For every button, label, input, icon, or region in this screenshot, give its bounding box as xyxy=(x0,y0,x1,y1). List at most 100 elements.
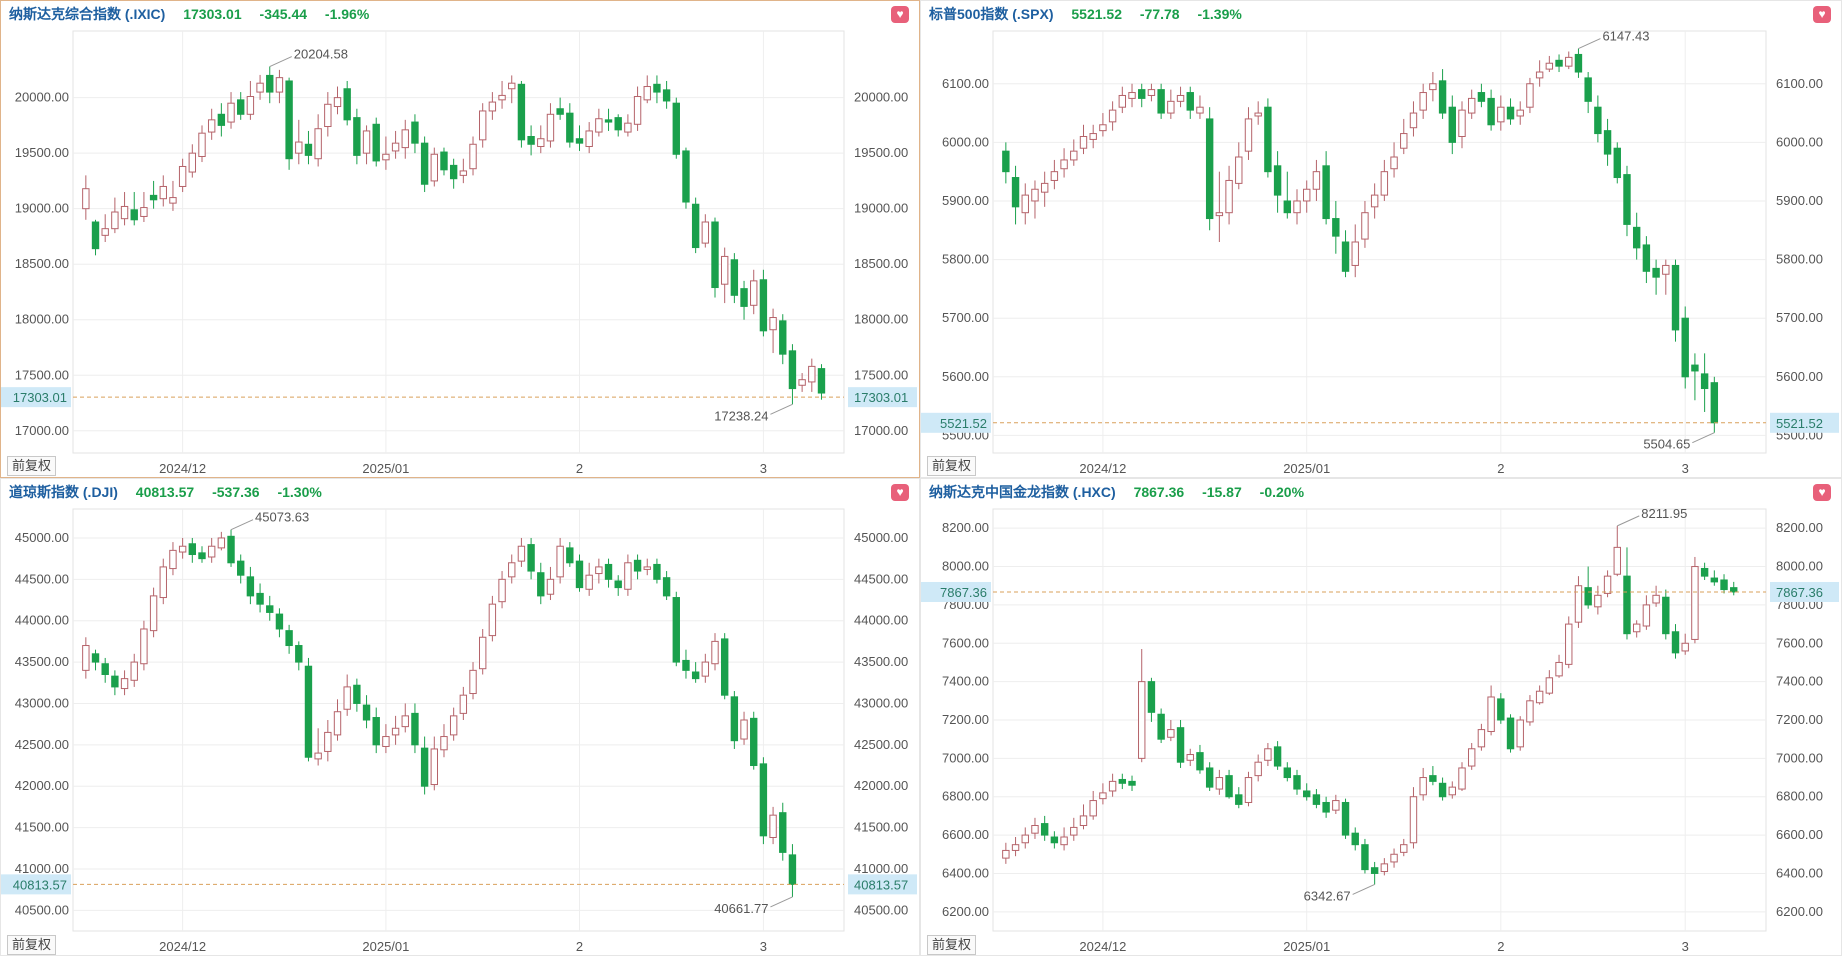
favorite-heart-icon[interactable]: ♥ xyxy=(891,484,909,501)
adjust-mode-button[interactable]: 前复权 xyxy=(927,456,977,476)
x-tick-label: 2025/01 xyxy=(1283,939,1330,954)
candle-body-up xyxy=(1380,863,1389,873)
x-tick-label: 2024/12 xyxy=(1079,939,1126,954)
adjust-mode-button[interactable]: 前复权 xyxy=(7,456,57,476)
low-leader-line xyxy=(770,403,793,415)
candle-body-down xyxy=(1594,106,1602,135)
candle-body-up xyxy=(140,207,148,217)
candle-body-down xyxy=(1361,844,1369,871)
chart-panel-spx[interactable]: 标普500指数 (.SPX) 5521.52 -77.78 -1.39% ♥ 5… xyxy=(920,0,1842,478)
candle-body-up xyxy=(1477,729,1486,748)
candle-body-down xyxy=(275,613,284,630)
candle-body-down xyxy=(256,592,264,605)
candle-body-down xyxy=(1138,89,1146,99)
period-high-label: 20204.58 xyxy=(294,47,348,62)
candle-body-up xyxy=(1264,748,1272,761)
candle-body-up xyxy=(1196,106,1204,114)
candle-body-down xyxy=(198,552,206,560)
candle-body-down xyxy=(1186,92,1194,111)
candle-body-down xyxy=(1574,53,1583,73)
candle-body-down xyxy=(1671,264,1680,331)
candle-body-up xyxy=(82,645,90,671)
candle-body-up xyxy=(595,118,603,133)
candle-body-down xyxy=(740,288,748,307)
index-pct: -1.39% xyxy=(1197,6,1242,22)
x-tick-label: 2024/12 xyxy=(1079,461,1126,476)
y-tick-label-right: 5700.00 xyxy=(1776,310,1823,325)
candle-body-down xyxy=(682,150,690,203)
candle-body-down xyxy=(1283,200,1292,214)
candle-body-down xyxy=(691,203,700,249)
y-tick-label-right: 5900.00 xyxy=(1776,193,1823,208)
y-tick-label-left: 7000.00 xyxy=(942,750,989,765)
candle-body-down xyxy=(411,712,419,746)
candle-body-up xyxy=(740,719,748,740)
candle-body-up xyxy=(1555,661,1563,677)
chart-panel-ixic[interactable]: 纳斯达克综合指数 (.IXIC) 17303.01 -345.44 -1.96%… xyxy=(0,0,920,478)
candle-body-up xyxy=(643,86,651,101)
candle-body-down xyxy=(1429,775,1437,782)
y-tick-label-right: 6400.00 xyxy=(1776,865,1823,880)
candle-body-up xyxy=(324,731,332,752)
candle-body-down xyxy=(266,74,274,93)
y-tick-label-left: 6600.00 xyxy=(942,827,989,842)
index-change: -345.44 xyxy=(259,6,308,22)
chart-panel-hxc[interactable]: 纳斯达克中国金龙指数 (.HXC) 7867.36 -15.87 -0.20% … xyxy=(920,478,1842,956)
candle-body-down xyxy=(1118,778,1127,784)
candle-body-down xyxy=(1691,364,1699,372)
candle-body-up xyxy=(1458,109,1466,137)
candle-body-down xyxy=(372,123,380,162)
candle-body-up xyxy=(1070,150,1078,161)
period-high-label: 8211.95 xyxy=(1641,506,1687,521)
favorite-heart-icon[interactable]: ♥ xyxy=(1813,484,1831,501)
index-name: 标普500指数 (.SPX) xyxy=(929,6,1054,22)
low-leader-line xyxy=(1692,432,1715,444)
candle-body-up xyxy=(101,228,109,236)
candle-body-up xyxy=(643,566,651,570)
candle-body-up xyxy=(459,694,468,714)
candle-body-down xyxy=(362,704,371,721)
candle-body-up xyxy=(585,130,593,147)
candle-body-up xyxy=(508,562,516,578)
y-tick-label-right: 7600.00 xyxy=(1776,635,1823,650)
index-pct: -0.20% xyxy=(1259,484,1305,500)
candle-body-down xyxy=(711,221,719,289)
candle-body-down xyxy=(149,194,158,201)
y-tick-label-right: 19000.00 xyxy=(854,201,908,216)
adjust-mode-button[interactable]: 前复权 xyxy=(7,935,57,955)
candle-body-up xyxy=(508,82,516,90)
candle-body-down xyxy=(304,665,313,758)
candle-body-up xyxy=(1079,815,1088,826)
y-tick-label-right: 8200.00 xyxy=(1776,520,1823,535)
candle-body-up xyxy=(440,736,448,751)
candle-body-down xyxy=(1293,775,1301,790)
candle-body-down xyxy=(1623,575,1631,635)
candle-body-down xyxy=(266,605,274,613)
current-price-label-right: 5521.52 xyxy=(1776,416,1823,431)
candle-body-down xyxy=(1040,823,1049,836)
adjust-mode-button[interactable]: 前复权 xyxy=(927,935,977,955)
candle-body-down xyxy=(440,151,448,171)
chart-panel-dji[interactable]: 道琼斯指数 (.DJI) 40813.57 -537.36 -1.30% ♥ 4… xyxy=(0,478,920,956)
candle-body-down xyxy=(1438,782,1447,798)
candle-body-up xyxy=(130,661,138,681)
y-tick-label-right: 6800.00 xyxy=(1776,789,1823,804)
candle-body-up xyxy=(382,736,390,747)
low-leader-line xyxy=(770,896,793,908)
x-tick-label: 3 xyxy=(1682,461,1689,476)
candle-body-up xyxy=(1370,194,1379,208)
candle-body-up xyxy=(488,101,497,112)
candle-body-up xyxy=(246,96,255,115)
favorite-heart-icon[interactable]: ♥ xyxy=(891,6,909,23)
candle-body-up xyxy=(1681,642,1689,652)
candle-body-down xyxy=(1632,226,1641,249)
y-tick-label-right: 17500.00 xyxy=(854,367,908,382)
candle-body-down xyxy=(730,259,739,296)
candle-body-up xyxy=(449,715,458,736)
candle-body-up xyxy=(1108,780,1117,792)
y-tick-label-right: 41500.00 xyxy=(854,820,908,835)
favorite-heart-icon[interactable]: ♥ xyxy=(1813,6,1831,23)
high-leader-line xyxy=(1617,515,1640,527)
candle-body-down xyxy=(1730,587,1738,593)
candle-body-up xyxy=(227,102,235,123)
